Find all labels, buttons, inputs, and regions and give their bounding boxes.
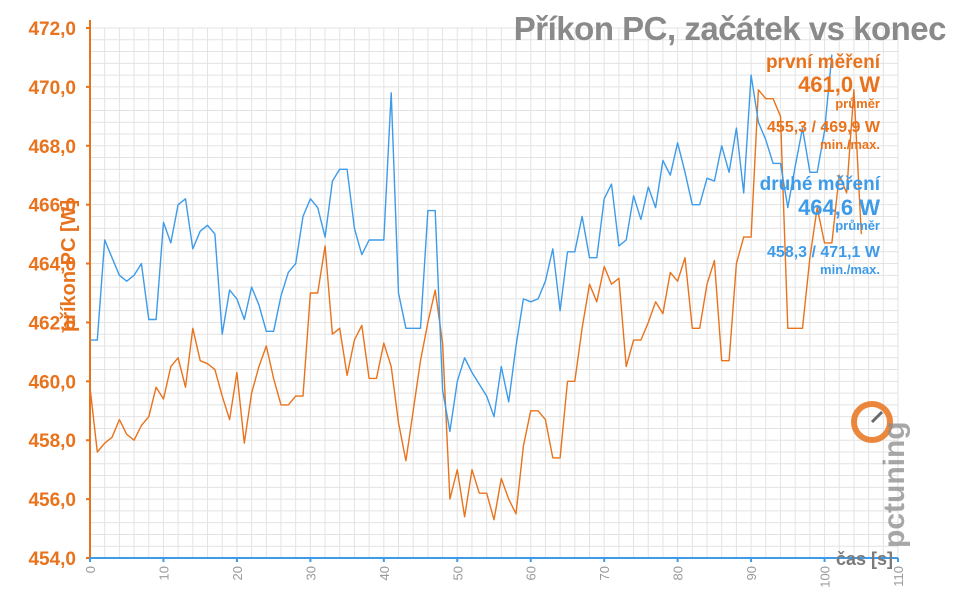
y-tick-label: 456,0: [28, 490, 76, 511]
x-tick-label: 0: [83, 566, 98, 573]
series-1-line: [89, 89, 862, 521]
legend-series-1-name: první měření: [765, 52, 880, 73]
x-axis-label: čas [s]: [836, 549, 894, 569]
y-axis-label: příkon PC [W]: [58, 199, 80, 332]
x-tick-label: 70: [597, 566, 612, 580]
y-tick-label: 472,0: [28, 19, 76, 40]
y-tick-label: 466,0: [28, 196, 76, 217]
x-tick-label: 40: [377, 566, 392, 580]
series-2-line: [90, 54, 833, 433]
x-tick-label: 100: [818, 566, 833, 588]
y-tick-label: 460,0: [28, 372, 76, 393]
x-tick-label: 30: [303, 566, 318, 580]
x-tick-label: 50: [450, 566, 465, 580]
legend-series-2-average: 464,6 W: [798, 195, 880, 220]
chart-series-layer: [89, 54, 862, 521]
chart-ticks: 454,0 456,0 458,0 460,0 462,0 464,0 466,0 468,0…: [28, 19, 906, 588]
x-tick-label: 20: [230, 566, 245, 580]
legend-series-2-range-caption: min./max.: [820, 262, 880, 277]
chart-title: Příkon PC, začátek vs konec: [513, 10, 947, 47]
y-tick-label: 454,0: [28, 549, 76, 570]
y-tick-label: 470,0: [28, 78, 76, 99]
y-tick-label: 468,0: [28, 137, 76, 158]
watermark-text: pctuning: [878, 421, 911, 548]
y-tick-label: 464,0: [28, 255, 76, 276]
y-tick-label: 458,0: [28, 431, 76, 452]
legend-series-2-range: 458,3 / 471,1 W: [767, 244, 880, 261]
chart-grid: [89, 27, 899, 559]
legend-series-2-average-caption: průměr: [835, 218, 880, 233]
x-tick-label: 10: [156, 566, 171, 580]
legend-series-1-average-caption: průměr: [835, 96, 880, 111]
pctuning-logo: pctuning: [851, 401, 911, 548]
legend-series-1-average: 461,0 W: [798, 72, 880, 97]
x-tick-label: 60: [524, 566, 539, 580]
x-tick-label: 80: [671, 566, 686, 580]
y-tick-label: 462,0: [28, 313, 76, 334]
x-tick-label: 90: [744, 566, 759, 580]
legend-series-1-range-caption: min./max.: [820, 137, 880, 152]
x-tick-label: 110: [891, 566, 906, 587]
legend-series-1-range: 455,3 / 469,9 W: [767, 119, 880, 136]
chart-axes: [89, 20, 898, 559]
legend-series-2-name: druhé měření: [759, 174, 880, 195]
